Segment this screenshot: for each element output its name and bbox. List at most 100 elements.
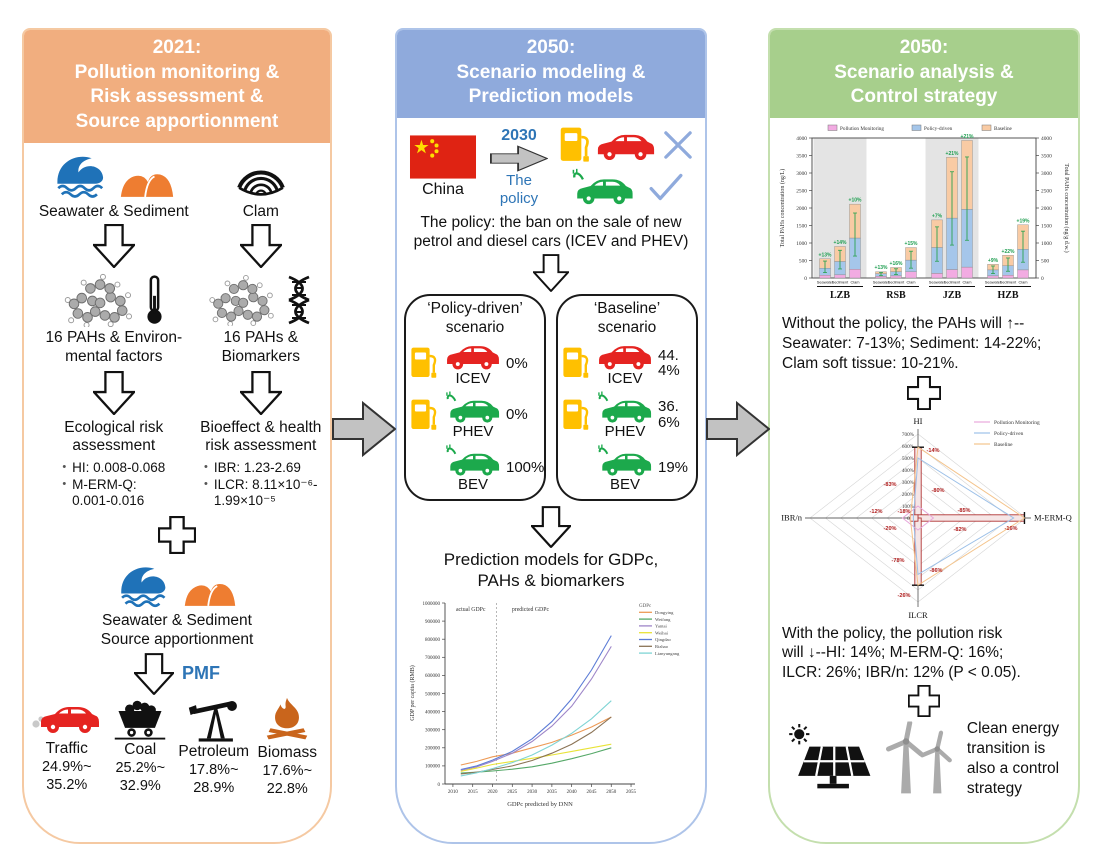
svg-text:3500: 3500 [1041,154,1052,160]
fuel-pump-icon [559,126,591,164]
svg-text:500: 500 [1041,259,1049,265]
svg-text:Clam: Clam [850,280,859,285]
svg-text:200%: 200% [902,492,915,498]
risk-radar-chart: 0%100%200%300%400%500%600%700%-14%-83%-8… [776,412,1072,624]
svg-text:500%: 500% [902,456,915,462]
svg-text:2025: 2025 [507,790,518,795]
seawater-sediment-icons [53,147,175,203]
svg-text:+7%: +7% [932,213,943,219]
svg-text:Policy-driven: Policy-driven [994,431,1024,437]
baseline-phev-row: PHEV 36. 6% [562,389,692,440]
svg-text:1000: 1000 [1041,241,1052,247]
svg-text:500: 500 [799,259,807,265]
svg-text:Clam: Clam [906,280,915,285]
down-arrow-icon [531,506,571,548]
policy-bev-row: BEV 100% [410,442,544,493]
fire-icon [262,697,312,743]
china-label: China [422,181,464,199]
svg-text:+19%: +19% [1017,218,1030,224]
fuel-pump-icon [410,398,438,432]
china-flag-block: China [403,134,483,199]
china-flag-icon [409,134,477,180]
svg-text:2035: 2035 [547,790,558,795]
svg-text:2015: 2015 [468,790,479,795]
svg-text:300%: 300% [902,480,915,486]
svg-text:Qingdao: Qingdao [655,637,672,642]
ev-car-icon [443,389,503,426]
svg-text:HI: HI [914,416,923,426]
svg-text:1500: 1500 [796,224,807,230]
svg-text:400000: 400000 [425,711,441,716]
svg-text:200000: 200000 [425,747,441,752]
plus-icon [907,376,941,410]
source-petroleum: Petroleum 17.8%~ 28.9% [178,697,249,798]
right-panel-title: 2050: Scenario analysis & Control strate… [770,30,1078,119]
ev-car-icon [569,166,637,208]
ecological-risk-title: Ecological risk assessment [64,418,164,455]
dna-icon [286,275,312,325]
eco-bullet-merm: • M-ERM-Q: 0.001-0.016 [62,476,145,509]
svg-text:Sediment: Sediment [888,280,905,285]
svg-text:2055: 2055 [626,790,637,795]
svg-text:Seawater: Seawater [817,280,834,285]
svg-text:-14%: -14% [926,448,939,454]
svg-text:+10%: +10% [849,198,862,204]
svg-text:Seawater: Seawater [929,280,946,285]
svg-text:Baseline: Baseline [994,442,1013,448]
fuel-pump-icon [562,346,590,380]
baseline-icev-row: ICEV 44. 4% [562,339,692,387]
middle-to-right-arrow-icon [706,400,770,458]
svg-text:3000: 3000 [796,171,807,177]
svg-text:2000: 2000 [796,206,807,212]
pahs-concentration-chart: 0 0 500 500 1000 1000 1500 1500 2000 2000 2500 2500… [776,122,1072,314]
svg-text:predicted GDPc: predicted GDPc [512,607,550,613]
svg-text:1000000: 1000000 [423,602,441,607]
svg-text:3000: 3000 [1041,171,1052,177]
sediment-icon [183,575,237,608]
pahs-env-label: 16 PAHs & Environ- mental factors [45,329,183,365]
pmf-label: PMF [182,663,220,684]
fuel-pump-icon [410,346,438,380]
svg-text:4000: 4000 [1041,136,1052,142]
svg-text:Sediment: Sediment [944,280,961,285]
svg-text:Total PAHs concentration (ng/g: Total PAHs concentration (ng/g d.w.) [1063,163,1070,252]
svg-text:+21%: +21% [961,134,974,140]
ev-car-icon [595,442,655,479]
with-policy-text: With the policy, the pollution risk will… [782,624,1021,682]
svg-text:2000: 2000 [1041,206,1052,212]
molecule-icon [64,273,140,327]
svg-text:3500: 3500 [796,154,807,160]
without-policy-text: Without the policy, the PAHs will ↑-- Se… [782,315,1042,372]
svg-text:+21%: +21% [946,151,959,157]
svg-text:-12%: -12% [869,509,882,515]
svg-text:Lianyungang: Lianyungang [655,651,680,656]
policy-short-label: The policy [499,172,539,207]
svg-text:Yantai: Yantai [655,624,668,629]
svg-text:Pollution Monitoring: Pollution Monitoring [994,420,1040,426]
svg-text:2020: 2020 [488,790,499,795]
svg-text:-18%: -18% [897,509,910,515]
thermometer-icon [145,275,164,325]
svg-text:600%: 600% [902,444,915,450]
source-coal: Coal 25.2%~ 32.9% [110,697,170,798]
svg-text:2040: 2040 [567,790,578,795]
ev-allowed-row [569,166,685,208]
svg-text:Baseline: Baseline [994,126,1013,132]
down-arrow-icon [93,224,135,268]
down-arrow-icon [240,371,282,415]
svg-text:+22%: +22% [1002,249,1015,255]
svg-text:100000: 100000 [425,765,441,770]
down-arrow-icon [533,254,569,292]
svg-text:+15%: +15% [905,241,918,247]
source-traffic: Traffic 24.9%~ 35.2% [32,697,102,798]
plus-icon [158,516,196,554]
left-panel-title: 2021: Pollution monitoring & Risk assess… [24,30,330,143]
svg-text:0: 0 [1041,276,1044,282]
svg-text:900000: 900000 [425,620,441,625]
molecule-icon [209,274,281,326]
panel-2050-analysis: 2050: Scenario analysis & Control strate… [768,28,1080,844]
ecological-risk-block: Ecological risk assessment • HI: 0.008-0.… [62,419,165,511]
wind-turbine-icon [881,721,961,797]
svg-text:700%: 700% [902,432,915,438]
car-icon [596,339,654,373]
